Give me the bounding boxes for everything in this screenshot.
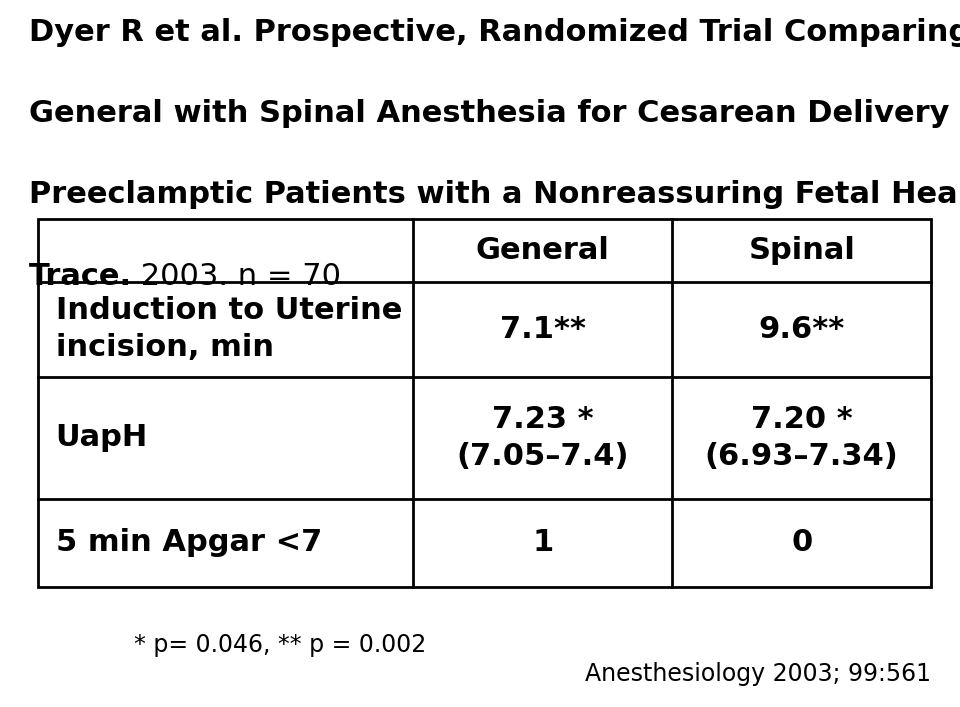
Text: 9.6**: 9.6** bbox=[758, 315, 845, 344]
Text: Spinal: Spinal bbox=[748, 236, 855, 265]
Text: General with Spinal Anesthesia for Cesarean Delivery in: General with Spinal Anesthesia for Cesar… bbox=[29, 99, 960, 128]
Text: 5 min Apgar <7: 5 min Apgar <7 bbox=[56, 528, 322, 557]
Text: Anesthesiology 2003; 99:561: Anesthesiology 2003; 99:561 bbox=[586, 662, 931, 686]
Text: 7.23 *
(7.05–7.4): 7.23 * (7.05–7.4) bbox=[457, 405, 629, 471]
Text: 1: 1 bbox=[532, 528, 554, 557]
Text: Dyer R et al. Prospective, Randomized Trial Comparing: Dyer R et al. Prospective, Randomized Tr… bbox=[29, 18, 960, 47]
Text: Trace.: Trace. bbox=[29, 262, 132, 291]
Bar bbox=[38, 219, 931, 587]
Text: General: General bbox=[476, 236, 610, 265]
Text: Induction to Uterine
incision, min: Induction to Uterine incision, min bbox=[56, 296, 402, 363]
Text: 7.1**: 7.1** bbox=[500, 315, 586, 344]
Text: Preeclamptic Patients with a Nonreassuring Fetal Heart: Preeclamptic Patients with a Nonreassuri… bbox=[29, 180, 960, 209]
Text: 7.20 *
(6.93–7.34): 7.20 * (6.93–7.34) bbox=[705, 405, 899, 471]
Text: UapH: UapH bbox=[56, 423, 148, 452]
Text: * p= 0.046, ** p = 0.002: * p= 0.046, ** p = 0.002 bbox=[134, 633, 426, 657]
Text: 2003. n = 70: 2003. n = 70 bbox=[131, 262, 341, 291]
Text: 0: 0 bbox=[791, 528, 812, 557]
